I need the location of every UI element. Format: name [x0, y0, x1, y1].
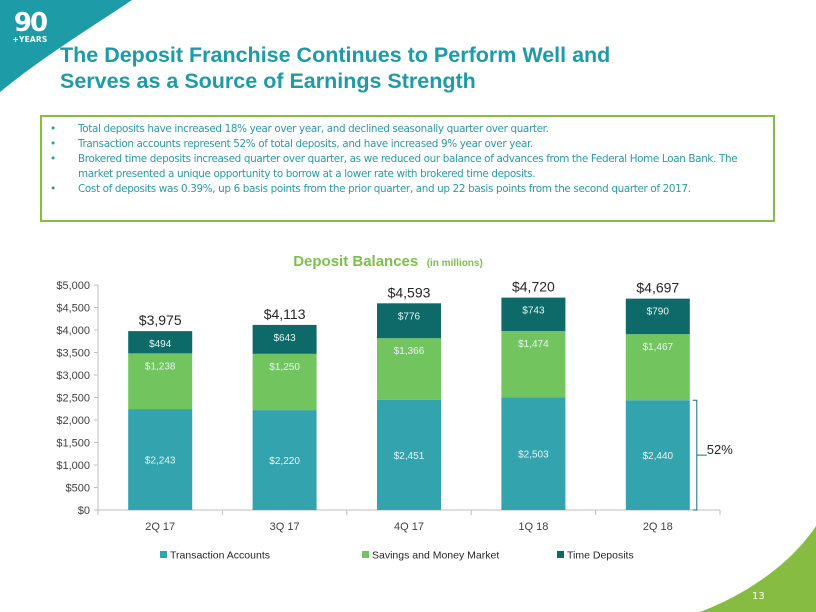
- highlights-box: • Total deposits have increased 18% year …: [40, 115, 775, 222]
- annotation-percent: 52%: [707, 442, 733, 457]
- highlight-item: • Brokered time deposits increased quarte…: [50, 152, 763, 182]
- bullet-icon: •: [50, 138, 56, 150]
- bar-segment-time-deposits: [501, 297, 566, 332]
- bar-total-label: $4,113: [264, 306, 306, 322]
- bar-segment-savings-and-money-market: [377, 338, 441, 400]
- bar-total-label: $3,975: [139, 312, 182, 328]
- bar-value-label: $743: [522, 306, 545, 317]
- bullet-icon: •: [50, 123, 56, 135]
- legend-swatch: [362, 551, 369, 558]
- logo-number: 90: [13, 8, 48, 38]
- chart-legend: Transaction Accounts Savings and Money Ma…: [160, 550, 634, 562]
- highlight-text: Cost of deposits was 0.39%, up 6 basis p…: [78, 183, 691, 195]
- y-tick-label: $3,000: [56, 370, 90, 382]
- bullet-icon: •: [50, 153, 56, 165]
- legend-swatch: [557, 551, 564, 558]
- slide-title-line-2: Serves as a Source of Earnings Strength: [60, 69, 476, 93]
- bar-value-label: $790: [647, 307, 670, 318]
- chart-title-suffix: (in millions): [427, 258, 483, 269]
- y-tick-label: $500: [66, 483, 90, 495]
- legend-swatch: [160, 551, 167, 558]
- bar-segment-transaction-accounts: [377, 399, 441, 510]
- x-tick-label: 2Q 17: [145, 521, 175, 533]
- highlight-item: • Transaction accounts represent 52% of t…: [50, 137, 763, 152]
- bar-value-label: $1,238: [145, 361, 176, 372]
- bullet-icon: •: [50, 183, 56, 195]
- bar-value-label: $1,250: [269, 362, 300, 373]
- highlights-list: • Total deposits have increased 18% year …: [50, 122, 763, 197]
- bar-value-label: $1,474: [518, 339, 549, 350]
- y-tick-label: $3,500: [56, 348, 90, 360]
- y-tick-label: $1,000: [56, 460, 90, 472]
- bar-segment-savings-and-money-market: [625, 334, 690, 401]
- logo-subtitle: +YEARS: [12, 35, 48, 44]
- bottom-right-swoosh: [700, 526, 816, 612]
- bar-value-label: $1,467: [643, 342, 674, 353]
- bar-value-label: $494: [149, 339, 172, 350]
- slide-title: The Deposit Franchise Continues to Perfo…: [60, 42, 610, 94]
- x-tick-label: 4Q 17: [394, 521, 424, 533]
- top-left-swoosh: [0, 0, 132, 92]
- y-tick-label: $2,000: [56, 415, 90, 427]
- legend-label: Transaction Accounts: [170, 550, 270, 562]
- chart-labels: $2,243 $1,238 $494 $3,975 $2,220 $1,250 $643 $4…: [139, 279, 733, 511]
- bar-segment-time-deposits: [252, 324, 317, 354]
- chart-bars: [128, 297, 690, 510]
- bar-segment-time-deposits: [625, 298, 690, 335]
- bar-total-label: $4,593: [388, 284, 431, 300]
- bar-value-label: $2,243: [145, 456, 176, 467]
- y-tick-label: $5,000: [56, 280, 90, 292]
- logo-90-years: 90 +YEARS: [10, 10, 50, 44]
- bar-value-label: $2,440: [643, 451, 674, 462]
- chart-title: Deposit Balances (in millions): [293, 253, 483, 270]
- x-tick-label: 2Q 18: [643, 521, 673, 533]
- bar-segment-savings-and-money-market: [252, 353, 317, 411]
- x-tick-label: 1Q 18: [518, 521, 548, 533]
- bar-total-label: $4,720: [512, 279, 555, 295]
- y-tick-label: $0: [78, 505, 90, 517]
- bar-value-label: $2,503: [518, 450, 549, 461]
- highlight-text: Total deposits have increased 18% year o…: [78, 123, 549, 135]
- highlight-item: • Total deposits have increased 18% year …: [50, 122, 763, 137]
- y-tick-label: $4,500: [56, 303, 90, 315]
- bar-segment-transaction-accounts: [625, 400, 690, 510]
- bar-segment-time-deposits: [128, 331, 193, 354]
- bar-segment-savings-and-money-market: [128, 353, 193, 410]
- legend-label: Savings and Money Market: [372, 550, 499, 562]
- bar-value-label: $1,366: [394, 346, 425, 357]
- bar-segment-transaction-accounts: [128, 409, 193, 510]
- chart-title-main: Deposit Balances: [293, 253, 418, 270]
- slide-title-line-1: The Deposit Franchise Continues to Perfo…: [60, 43, 611, 67]
- page-number: 13: [752, 591, 765, 602]
- highlight-text: Brokered time deposits increased quarter…: [78, 153, 738, 180]
- bar-segment-savings-and-money-market: [501, 331, 566, 398]
- bar-value-label: $776: [398, 311, 421, 322]
- y-tick-label: $4,000: [56, 325, 90, 337]
- bar-value-label: $643: [273, 333, 296, 344]
- chart-axes: $0 $500 $1,000 $1,500 $2,000 $2,500 $3,000 $3,5…: [56, 280, 721, 533]
- bar-value-label: $2,220: [269, 456, 300, 467]
- bar-segment-transaction-accounts: [501, 397, 566, 510]
- legend-label: Time Deposits: [567, 550, 634, 562]
- bar-total-label: $4,697: [636, 280, 679, 296]
- highlight-text: Transaction accounts represent 52% of to…: [78, 138, 533, 150]
- annotation-bracket: [692, 399, 698, 511]
- highlight-item: • Cost of deposits was 0.39%, up 6 basis …: [50, 182, 763, 197]
- bar-value-label: $2,451: [394, 451, 425, 462]
- y-tick-label: $2,500: [56, 393, 90, 405]
- bar-segment-time-deposits: [377, 303, 441, 339]
- y-tick-label: $1,500: [56, 438, 90, 450]
- x-tick-label: 3Q 17: [270, 521, 300, 533]
- bar-segment-transaction-accounts: [252, 410, 317, 510]
